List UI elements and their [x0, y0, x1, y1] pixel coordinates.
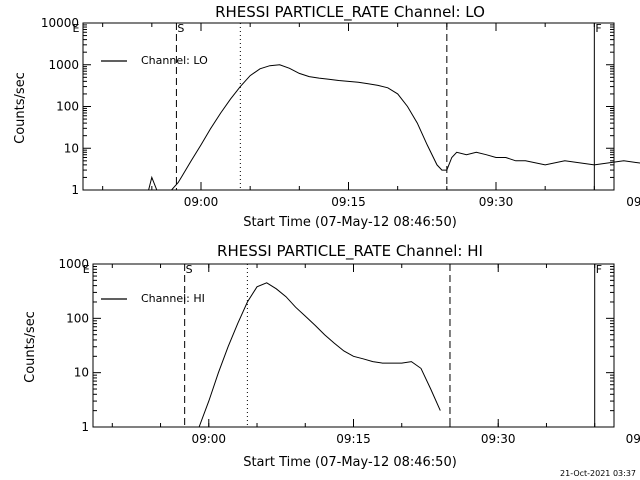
marker-label: S [177, 22, 184, 35]
panel-hi-ylabel: Counts/sec [23, 311, 38, 383]
x-tick-label: 09:00 [184, 195, 219, 209]
panel-hi-markers: SEFE [83, 263, 602, 427]
y-tick-label: 100 [66, 311, 89, 325]
panel-lo-y-axis: 1 10 100 1000 10000 [41, 16, 614, 197]
x-tick-label: 09:15 [336, 432, 371, 446]
y-tick-label: 10 [74, 366, 89, 380]
x-tick-label: 09:30 [479, 195, 514, 209]
y-tick-label: 10000 [41, 16, 79, 30]
y-tick-label: 10 [64, 141, 79, 155]
marker-label: E [73, 22, 80, 35]
x-tick-label: 09:00 [191, 432, 226, 446]
y-tick-label: 1000 [58, 257, 89, 271]
x-tick-label: 09:15 [331, 195, 366, 209]
panel-hi-legend-text: Channel: HI [141, 292, 205, 305]
panel-lo-frame [82, 22, 615, 191]
marker-label: S [186, 263, 193, 276]
panel-lo-markers: SEFE [73, 22, 602, 190]
panel-lo: RHESSI PARTICLE_RATE Channel: LO Start T… [13, 3, 640, 230]
marker-label: F [596, 263, 602, 276]
panel-lo-title: RHESSI PARTICLE_RATE Channel: LO [215, 3, 485, 22]
panel-hi-frame [92, 263, 615, 428]
panel-hi-title: RHESSI PARTICLE_RATE Channel: HI [217, 242, 483, 261]
panel-hi-xlabel: Start Time (07-May-12 08:46:50) [243, 455, 457, 470]
panel-lo-legend-text: Channel: LO [141, 54, 208, 67]
panel-lo-ylabel: Counts/sec [13, 72, 28, 144]
marker-label: F [595, 22, 601, 35]
x-tick-label: 09:45 [626, 195, 640, 209]
y-tick-label: 1 [71, 183, 79, 197]
y-tick-label: 1000 [48, 58, 79, 72]
panel-hi-series [198, 282, 441, 428]
marker-label: E [83, 263, 90, 276]
series-line [198, 282, 441, 428]
panel-lo-xlabel: Start Time (07-May-12 08:46:50) [243, 215, 457, 230]
series-line [148, 64, 640, 191]
panel-hi: RHESSI PARTICLE_RATE Channel: HI Start T… [23, 242, 640, 470]
x-tick-label: 09:45 [626, 432, 640, 446]
panel-lo-series [148, 64, 640, 191]
x-tick-label: 09:30 [481, 432, 516, 446]
y-tick-label: 1 [81, 420, 89, 434]
y-tick-label: 100 [56, 100, 79, 114]
footer-timestamp: 21-Oct-2021 03:37 [560, 469, 636, 478]
